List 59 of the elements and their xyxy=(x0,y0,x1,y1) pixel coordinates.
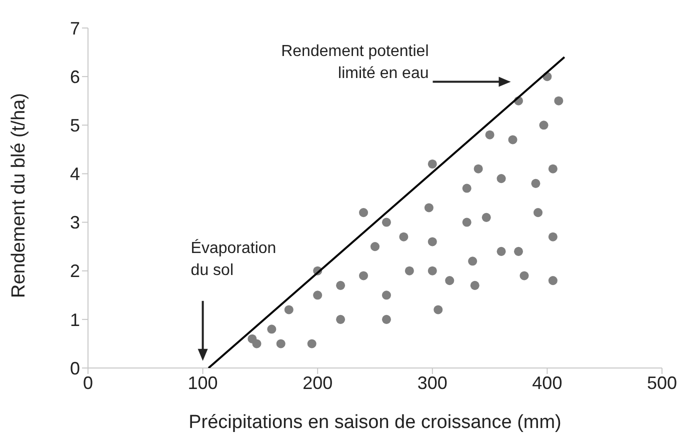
point xyxy=(428,237,437,246)
point xyxy=(482,212,491,222)
y-tick-label: 4 xyxy=(70,164,80,184)
point xyxy=(428,159,437,169)
point xyxy=(252,339,262,348)
x-tick-label: 300 xyxy=(417,372,448,393)
point xyxy=(267,324,276,334)
y-tick-label: 0 xyxy=(70,358,80,378)
point xyxy=(382,290,391,300)
y-axis-title: Rendement du blé (t/ha) xyxy=(8,93,30,298)
point xyxy=(424,203,434,212)
point xyxy=(468,256,478,266)
point xyxy=(399,232,408,242)
point xyxy=(539,120,548,130)
point xyxy=(508,135,518,144)
x-tick-label: 500 xyxy=(646,372,678,393)
point xyxy=(284,305,294,314)
point xyxy=(462,184,472,193)
y-tick-label: 1 xyxy=(70,310,80,330)
point xyxy=(404,266,414,276)
x-tick-label: 0 xyxy=(82,372,94,393)
point xyxy=(382,218,391,227)
x-tick-label: 400 xyxy=(532,372,562,393)
point xyxy=(445,276,454,286)
point xyxy=(359,208,368,218)
point xyxy=(307,339,316,348)
point xyxy=(485,130,494,140)
point xyxy=(434,305,443,314)
point xyxy=(336,314,346,324)
point xyxy=(313,290,322,300)
y-tick-label: 2 xyxy=(70,261,80,282)
point xyxy=(548,164,558,174)
point xyxy=(382,314,391,324)
point xyxy=(534,208,543,218)
x-tick-label: 100 xyxy=(188,372,218,393)
annotation: Rendement potentiel limité en eau xyxy=(281,42,429,82)
point xyxy=(531,178,540,188)
point xyxy=(520,271,529,280)
point xyxy=(554,96,564,106)
x-tick-label: 200 xyxy=(302,372,333,393)
point xyxy=(470,280,480,290)
point xyxy=(276,339,286,348)
point xyxy=(336,280,346,290)
point xyxy=(548,276,558,286)
point xyxy=(359,271,368,280)
y-tick-label: 5 xyxy=(70,116,80,136)
point xyxy=(548,232,558,242)
y-tick-label: 7 xyxy=(70,18,80,38)
y-tick-label: 6 xyxy=(70,66,80,87)
point xyxy=(496,246,506,256)
point xyxy=(514,246,524,256)
y-tick-label: 3 xyxy=(70,212,80,233)
point xyxy=(428,266,437,276)
point xyxy=(370,242,380,252)
x-axis-title: Précipitations en saison de croissance (mm) xyxy=(188,412,562,433)
annotation: Évaporation du sol xyxy=(190,238,276,279)
point xyxy=(462,218,472,227)
point xyxy=(496,174,506,184)
point xyxy=(474,164,483,174)
